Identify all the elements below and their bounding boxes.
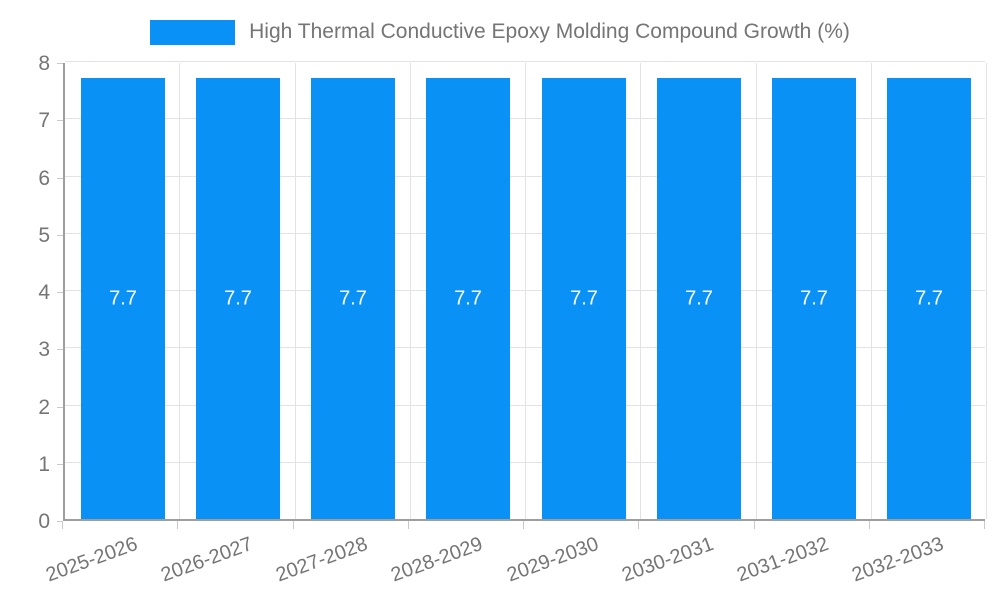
chart-legend[interactable]: High Thermal Conductive Epoxy Molding Co… — [0, 14, 1000, 50]
y-tick-mark — [57, 63, 63, 64]
bar-2029-2030[interactable]: 7.7 — [542, 78, 626, 519]
y-tick-mark — [57, 349, 63, 351]
y-tick-mark — [57, 234, 63, 236]
y-tick-label: 6 — [38, 166, 50, 190]
y-tick-label: 4 — [38, 281, 50, 304]
y-tick-label: 7 — [38, 109, 50, 133]
y-tick-label: 0 — [38, 510, 50, 533]
x-tick-mark — [753, 521, 755, 529]
y-tick-label: 2 — [38, 395, 50, 419]
x-gridline — [409, 63, 411, 519]
bar-value-label: 7.7 — [570, 287, 598, 309]
bar-value-label: 7.7 — [685, 287, 713, 309]
bar-2025-2026[interactable]: 7.7 — [81, 78, 165, 519]
x-gridline — [525, 63, 526, 519]
legend-swatch-icon — [150, 19, 236, 45]
bar-value-label: 7.7 — [454, 287, 482, 309]
y-tick-label: 3 — [38, 338, 50, 362]
bar-value-label: 7.7 — [915, 287, 943, 309]
bar-2027-2028[interactable]: 7.7 — [311, 78, 395, 519]
bar-value-label: 7.7 — [800, 287, 828, 309]
bar-value-label: 7.7 — [224, 287, 252, 309]
y-gridline — [65, 61, 985, 62]
bar-2028-2029[interactable]: 7.7 — [426, 78, 510, 519]
x-gridline — [294, 63, 296, 519]
x-gridline — [986, 63, 987, 519]
y-tick-label: 5 — [38, 223, 50, 247]
x-tick-mark — [62, 521, 63, 529]
x-tick-mark — [638, 521, 640, 529]
x-gridline — [755, 63, 757, 519]
legend-label: High Thermal Conductive Epoxy Molding Co… — [249, 20, 850, 43]
x-gridline — [179, 63, 181, 519]
bar-value-label: 7.7 — [339, 287, 367, 309]
bar-2032-2033[interactable]: 7.7 — [887, 78, 971, 519]
y-tick-mark — [57, 463, 63, 465]
bar-value-label: 7.7 — [109, 287, 137, 309]
y-tick-mark — [57, 521, 63, 522]
y-tick-label: 8 — [38, 52, 50, 75]
y-tick-mark — [57, 292, 63, 293]
x-tick-mark — [177, 521, 179, 529]
x-tick-mark — [292, 521, 294, 529]
bar-2026-2027[interactable]: 7.7 — [196, 78, 280, 519]
bar-2030-2031[interactable]: 7.7 — [657, 78, 741, 519]
x-tick-mark — [984, 521, 985, 529]
x-tick-mark — [523, 521, 524, 529]
x-gridline — [870, 63, 872, 519]
y-tick-label: 1 — [38, 452, 50, 476]
plot-area: 7.7 7.7 7.7 7.7 7.7 7.7 7.7 7.7 — [63, 61, 987, 521]
bar-2031-2032[interactable]: 7.7 — [772, 78, 856, 519]
y-tick-mark — [57, 406, 63, 408]
x-gridline — [640, 63, 642, 519]
y-tick-mark — [57, 120, 63, 122]
y-tick-mark — [57, 177, 63, 179]
x-tick-mark — [868, 521, 870, 529]
x-tick-mark — [407, 521, 409, 529]
